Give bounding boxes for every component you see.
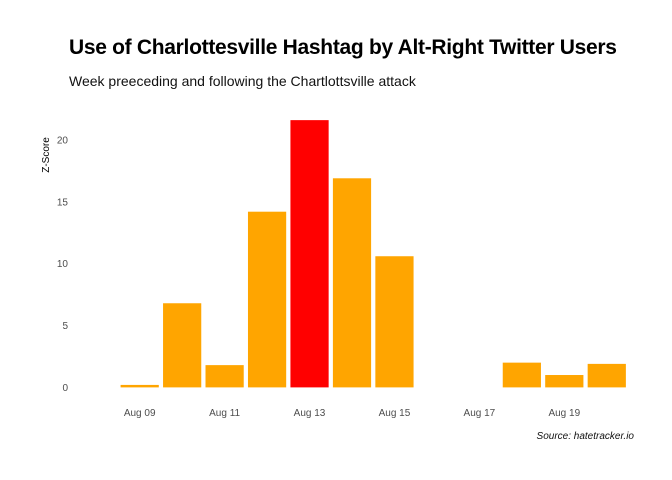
y-tick-label: 0 <box>62 383 68 394</box>
bar <box>545 375 584 388</box>
x-tick-label: Aug 19 <box>548 408 580 419</box>
y-tick-label: 20 <box>57 135 69 146</box>
y-tick-label: 15 <box>57 197 69 208</box>
x-tick-label: Aug 11 <box>209 408 240 419</box>
y-tick-label: 5 <box>62 321 68 332</box>
bar <box>375 256 414 388</box>
bar <box>587 363 626 388</box>
bar-series <box>120 120 626 388</box>
y-axis-label: Z-Score <box>41 137 52 173</box>
chart-title: Use of Charlottesville Hashtag by Alt-Ri… <box>69 36 617 59</box>
bar <box>163 303 202 388</box>
x-tick-label: Aug 17 <box>464 408 496 419</box>
x-tick-label: Aug 15 <box>379 408 411 419</box>
bar <box>120 384 159 388</box>
bar <box>502 362 541 388</box>
bar <box>290 120 329 388</box>
x-tick-label: Aug 09 <box>124 408 156 419</box>
chart-subtitle: Week preeceding and following the Chartl… <box>69 73 416 89</box>
x-tick-label: Aug 13 <box>294 408 326 419</box>
bar <box>205 365 244 388</box>
chart-caption: Source: hatetracker.io <box>536 431 634 442</box>
y-tick-label: 10 <box>57 259 69 270</box>
bar <box>247 211 287 388</box>
bar <box>332 178 372 388</box>
x-axis-ticks: Aug 09 Aug 11 Aug 13 Aug 15 Aug 17 Aug 19 <box>124 408 581 419</box>
y-axis-ticks: 0 5 10 15 20 <box>57 135 69 393</box>
